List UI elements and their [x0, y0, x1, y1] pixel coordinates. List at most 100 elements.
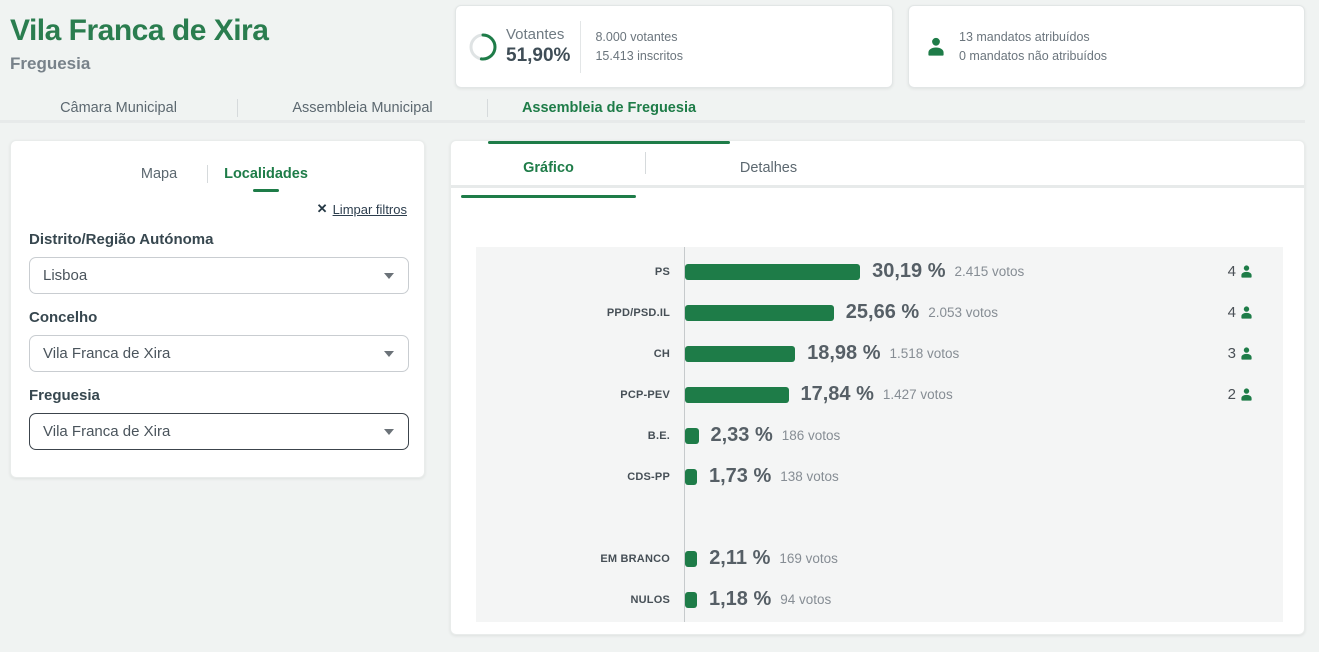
- chart-row: B.E. 2,33 % 186 votos: [476, 415, 1283, 456]
- votes-label: 2.053 votos: [928, 305, 998, 320]
- person-icon: [1241, 306, 1252, 319]
- result-bar: [685, 427, 699, 444]
- mandates-count: 4: [1228, 304, 1255, 321]
- distrito-select[interactable]: Lisboa: [29, 257, 409, 294]
- result-bar: [685, 386, 789, 403]
- person-icon: [1241, 388, 1252, 401]
- chart-row: PPD/PSD.IL 25,66 % 2.053 votos 4: [476, 292, 1283, 333]
- party-label: PCP-PEV: [620, 388, 670, 401]
- votantes-card: Votantes 51,90% 8.000 votantes 15.413 in…: [455, 5, 893, 88]
- percent-label: 2,11 %: [709, 547, 771, 569]
- percent-label: 1,73 %: [709, 465, 772, 487]
- filter-label-concelho: Concelho: [29, 309, 98, 326]
- chart-row: PCP-PEV 17,84 % 1.427 votos 2: [476, 374, 1283, 415]
- chart-row: CDS-PP 1,73 % 138 votos: [476, 456, 1283, 497]
- tab-camara-municipal[interactable]: Câmara Municipal: [60, 100, 177, 116]
- mandates-unassigned: 0 mandatos não atribuídos: [959, 48, 1108, 63]
- tab-localidades[interactable]: Localidades: [208, 166, 324, 182]
- chevron-down-icon: [384, 350, 394, 357]
- votes-label: 1.427 votos: [882, 387, 953, 402]
- results-bar-chart: PS 30,19 % 2.415 votos 4 PPD/PSD.IL 25,6…: [476, 247, 1283, 622]
- percent-label: 17,84 %: [800, 383, 874, 405]
- result-bar: [685, 304, 834, 321]
- mandates-count: 2: [1228, 386, 1255, 403]
- mandates-number: 2: [1227, 386, 1236, 403]
- clear-filters-label: Limpar filtros: [332, 201, 407, 217]
- chart-group-gap: [476, 497, 1283, 538]
- votes-label: 169 votos: [779, 551, 838, 566]
- tab-separator: [645, 152, 646, 174]
- party-label: PPD/PSD.IL: [606, 306, 670, 319]
- chart-axis: [684, 247, 685, 622]
- result-bar: [685, 591, 697, 608]
- percent-label: 25,66 %: [845, 301, 920, 323]
- chart-row: EM BRANCO 2,11 % 169 votos: [476, 538, 1283, 579]
- distrito-select-value: Lisboa: [43, 267, 88, 284]
- result-bar: [685, 468, 697, 485]
- percent-label: 18,98 %: [807, 342, 881, 364]
- chevron-down-icon: [384, 272, 394, 279]
- votes-label: 2.415 votos: [954, 264, 1025, 279]
- votantes-label: Votantes: [506, 26, 565, 43]
- page-title: Vila Franca de Xira: [10, 14, 269, 47]
- map-localities-tabs: Mapa Localidades: [11, 141, 424, 189]
- mandates-assigned: 13 mandatos atribuídos: [959, 30, 1090, 45]
- filters-list: Distrito/Região Autónoma Lisboa Concelho…: [29, 231, 409, 465]
- tab-assembleia-municipal[interactable]: Assembleia Municipal: [292, 100, 433, 116]
- mandates-count: 3: [1228, 345, 1255, 362]
- freguesia-select[interactable]: Vila Franca de Xira: [29, 413, 409, 450]
- party-label: EM BRANCO: [600, 552, 670, 565]
- party-label: CH: [653, 347, 670, 360]
- header: Vila Franca de Xira Freguesia: [10, 14, 269, 74]
- votes-label: 1.518 votos: [889, 346, 960, 361]
- close-icon: ✕: [316, 201, 328, 216]
- tab-detalhes[interactable]: Detalhes: [739, 160, 798, 176]
- percent-label: 1,18 %: [709, 588, 772, 610]
- chart-row: NULOS 1,18 % 94 votos: [476, 579, 1283, 620]
- result-bar: [685, 550, 698, 567]
- results-panel: Gráfico Detalhes PS 30,19 % 2.415 votos …: [450, 140, 1305, 635]
- person-icon: [1241, 265, 1252, 278]
- tab-separator: [237, 99, 238, 117]
- filter-label-freguesia: Freguesia: [29, 387, 100, 404]
- tab-separator: [487, 99, 488, 117]
- chevron-down-icon: [384, 428, 394, 435]
- chart-rows: PS 30,19 % 2.415 votos 4 PPD/PSD.IL 25,6…: [476, 251, 1283, 620]
- mandates-count: 4: [1228, 263, 1255, 280]
- freguesia-select-value: Vila Franca de Xira: [43, 423, 171, 440]
- page-subtitle: Freguesia: [10, 54, 91, 73]
- mandates-number: 4: [1227, 304, 1236, 321]
- tab-grafico[interactable]: Gráfico: [461, 151, 636, 198]
- result-bar: [685, 345, 796, 362]
- result-bar: [685, 263, 861, 280]
- mandates-card: 13 mandatos atribuídos 0 mandatos não at…: [908, 5, 1305, 88]
- votes-label: 138 votos: [780, 469, 839, 484]
- chart-row: PS 30,19 % 2.415 votos 4: [476, 251, 1283, 292]
- inscritos-count: 15.413 inscritos: [595, 48, 684, 63]
- party-label: PS: [654, 265, 670, 278]
- percent-label: 30,19 %: [872, 260, 946, 282]
- votes-label: 94 votos: [780, 592, 832, 607]
- tab-assembleia-freguesia[interactable]: Assembleia de Freguesia: [488, 96, 730, 144]
- concelho-select[interactable]: Vila Franca de Xira: [29, 335, 409, 372]
- votantes-count: 8.000 votantes: [595, 30, 678, 45]
- person-icon: [928, 37, 944, 56]
- filters-panel: Mapa Localidades ✕ Limpar filtros Distri…: [10, 140, 425, 478]
- percent-label: 2,33 %: [710, 424, 773, 446]
- chart-row: CH 18,98 % 1.518 votos 3: [476, 333, 1283, 374]
- mandates-number: 3: [1227, 345, 1236, 362]
- turnout-ring-icon: [469, 33, 497, 60]
- filter-label-distrito: Distrito/Região Autónoma: [29, 231, 214, 248]
- party-label: NULOS: [630, 593, 670, 606]
- clear-filters-link[interactable]: ✕ Limpar filtros: [317, 201, 407, 217]
- votantes-percent: 51,90%: [506, 45, 571, 66]
- card-divider: [580, 20, 582, 73]
- tabs-baseline: [0, 120, 1305, 123]
- mandates-number: 4: [1227, 263, 1236, 280]
- tab-mapa[interactable]: Mapa: [140, 166, 178, 182]
- main-tabs: Câmara Municipal Assembleia Municipal As…: [0, 96, 730, 144]
- party-label: B.E.: [647, 429, 670, 442]
- party-label: CDS-PP: [627, 470, 670, 483]
- person-icon: [1241, 347, 1252, 360]
- votes-label: 186 votos: [781, 428, 841, 443]
